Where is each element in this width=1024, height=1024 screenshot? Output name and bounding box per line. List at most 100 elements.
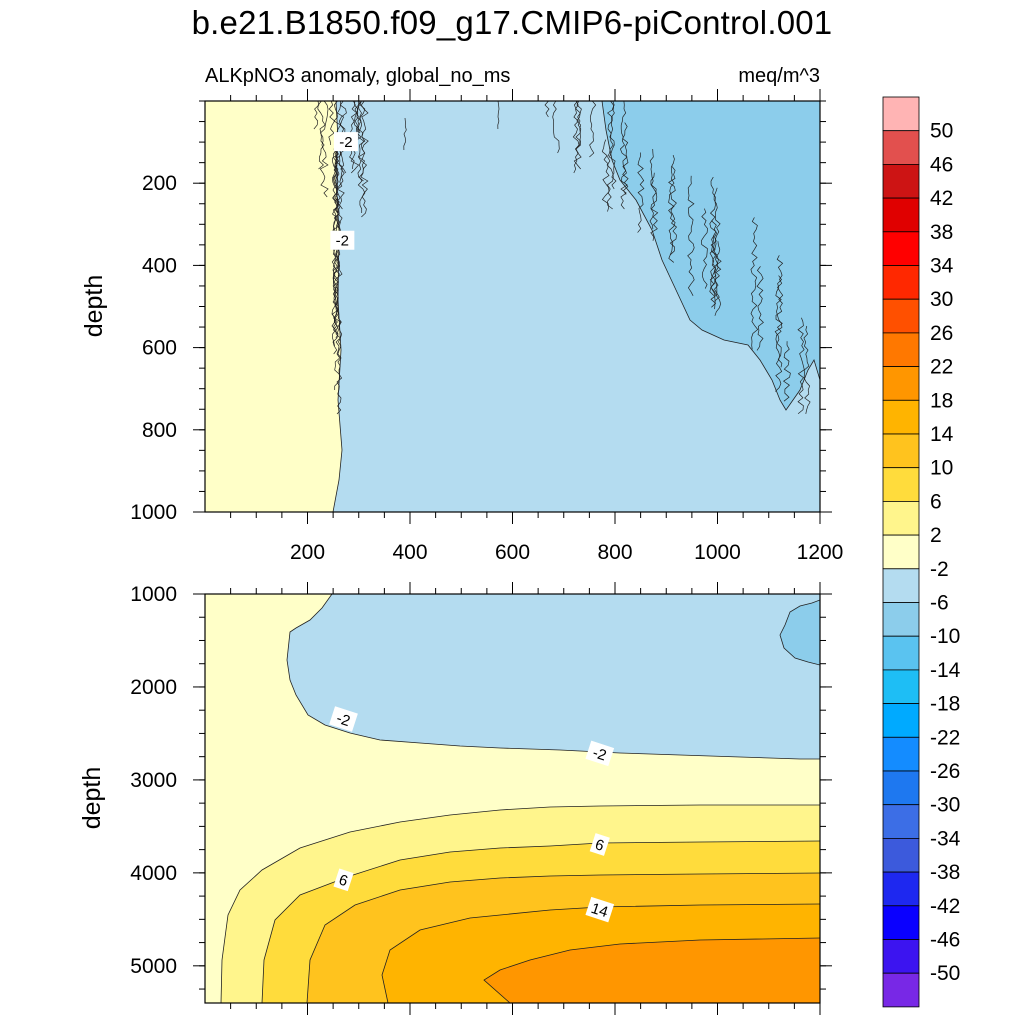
top-contour-minus6	[601, 101, 820, 411]
colorbar-swatch	[882, 433, 920, 469]
colorbar-swatch	[882, 568, 920, 603]
colorbar-label: 2	[930, 524, 942, 547]
colorbar-swatch	[882, 130, 920, 165]
contour-label: 14	[585, 896, 615, 923]
bot-contour-minus6	[779, 599, 820, 666]
contour-label: 6	[333, 868, 354, 892]
x-tick-label: 1000	[694, 541, 741, 564]
colorbar-label: -14	[930, 659, 961, 682]
colorbar-label: 6	[930, 490, 942, 513]
contour-label-bg	[585, 896, 615, 923]
colorbar-label: 34	[930, 255, 954, 278]
colorbar-swatch	[882, 467, 920, 502]
top-axis-ticks	[193, 89, 832, 524]
contour-label-text: 14	[589, 900, 610, 921]
y-tick-label: 400	[142, 254, 177, 277]
colorbar-swatch	[882, 399, 920, 435]
contour-label: -2	[585, 740, 615, 767]
bot-contour-18	[483, 937, 820, 1003]
bot-contour-labels: -2 -2 6 6 14	[329, 706, 615, 923]
colorbar-label: 42	[930, 187, 953, 210]
colorbar-label: -38	[930, 861, 960, 884]
y-tick-label: 1000	[130, 501, 177, 524]
bot-contour-10	[306, 872, 820, 1003]
y-tick-label: 200	[142, 172, 177, 195]
colorbar-swatch	[882, 939, 920, 974]
x-tick-label: 600	[495, 541, 530, 564]
colorbar-swatch	[882, 534, 920, 570]
colorbar-swatch	[882, 298, 920, 334]
contour-label-text: -2	[339, 134, 352, 151]
contour-label-bg	[333, 132, 358, 152]
colorbar-swatch	[882, 669, 920, 705]
colorbar-label: -18	[930, 693, 960, 716]
x-tick-label: 200	[290, 541, 325, 564]
bot-region-18-to-22	[484, 938, 820, 1003]
x-tick-label: 400	[392, 541, 427, 564]
contour-label: -2	[329, 706, 358, 732]
colorbar-label: -2	[930, 558, 949, 581]
colorbar-label: -42	[930, 895, 960, 918]
colorbar-label: -34	[930, 827, 961, 850]
colorbar-label: -10	[930, 625, 960, 648]
colorbar-label: 22	[930, 356, 953, 379]
colorbar-swatch	[882, 972, 920, 1008]
colorbar: 50 46 42 38 34 30 26 22 18 14 10 6 2 -2 -6 -10 -14 -18 -22…	[882, 96, 961, 1008]
bot-contour-minus2	[286, 594, 820, 760]
colorbar-label: 30	[930, 288, 953, 311]
contour-label-text: -2	[334, 710, 352, 730]
colorbar-swatch	[882, 770, 920, 806]
bot-axis-ticks	[193, 582, 832, 1015]
bot-region-minus2-to-minus6	[287, 594, 820, 759]
x-tick-label: 1200	[797, 541, 844, 564]
colorbar-swatch	[882, 332, 920, 367]
colorbar-swatch	[882, 163, 920, 199]
bot-y-axis-label: depth	[78, 767, 106, 830]
bot-region-minus6-to-minus10	[780, 600, 820, 665]
colorbar-swatch	[882, 231, 920, 266]
y-tick-label: 1000	[130, 583, 177, 606]
contour-label-bg	[330, 230, 355, 250]
y-tick-label: 800	[142, 419, 177, 442]
colorbar-swatch	[882, 838, 920, 873]
y-tick-label: 4000	[130, 862, 177, 885]
colorbar-swatch	[882, 703, 920, 738]
colorbar-swatch	[882, 905, 920, 940]
colorbar-label: -26	[930, 760, 960, 783]
colorbar-swatch	[882, 197, 920, 233]
colorbar-label: 38	[930, 221, 953, 244]
contour-label-bg	[329, 706, 358, 732]
bot-contour-2	[220, 804, 820, 1003]
colorbar-swatch	[882, 871, 920, 907]
y-tick-label: 3000	[130, 769, 177, 792]
y-tick-label: 2000	[130, 676, 177, 699]
colorbar-label: 10	[930, 457, 953, 480]
contour-label: -2	[330, 230, 355, 250]
contour-label: 6	[589, 833, 610, 856]
colorbar-label: 50	[930, 120, 953, 143]
top-contour-noise	[313, 101, 811, 415]
colorbar-label: 18	[930, 389, 953, 412]
colorbar-swatch	[882, 602, 920, 637]
colorbar-label: -22	[930, 726, 960, 749]
colorbar-swatch	[882, 96, 920, 132]
bot-contour-6	[261, 840, 820, 1003]
colorbar-label: -50	[930, 962, 960, 985]
y-tick-label: 5000	[130, 955, 177, 978]
colorbar-swatch	[882, 804, 920, 839]
x-tick-label: 800	[597, 541, 632, 564]
lower-depth-panel: 1000 2000 3000 4000 5000 -2 -2 6 6 14 depth	[78, 582, 832, 1015]
contour-label-bg	[585, 740, 615, 767]
colorbar-label: -46	[930, 929, 960, 952]
contour-label-bg	[333, 868, 354, 892]
contour-label-bg	[589, 833, 610, 856]
contour-label: -2	[333, 132, 358, 152]
colorbar-swatch	[882, 500, 920, 536]
top-contour-labels: -2 -2	[330, 132, 358, 250]
chart-title: b.e21.B1850.f09_g17.CMIP6-piControl.001	[191, 4, 833, 41]
top-axis-labels: 200 400 600 800 1000 1200 200 400 600 800 1000	[130, 172, 843, 564]
colorbar-label: 26	[930, 322, 953, 345]
colorbar-swatch	[882, 736, 920, 772]
top-y-axis-label: depth	[80, 275, 108, 338]
